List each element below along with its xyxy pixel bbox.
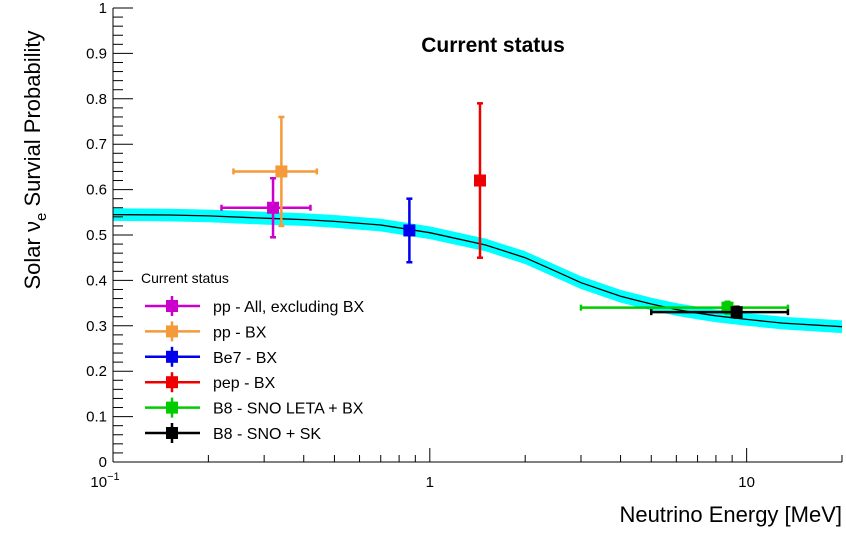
- x-tick-label-exponent: −1: [107, 471, 120, 483]
- svg-text:Solar νe Survial Probability: Solar νe Survial Probability: [20, 30, 50, 289]
- data-point: [579, 300, 790, 315]
- y-tick-label: 0.8: [86, 91, 107, 108]
- x-tick-label: 10−1: [90, 471, 119, 491]
- legend-marker: [166, 300, 178, 312]
- legend-marker: [166, 401, 178, 414]
- legend-entry: pp - All, excluding BX: [145, 296, 365, 316]
- legend-label: pep - BX: [213, 375, 276, 392]
- y-axis-label-subscript: e: [33, 213, 50, 221]
- data-point: [473, 102, 486, 259]
- legend-title: Current status: [141, 270, 229, 286]
- y-axis-label-rest: Survial Probability: [20, 30, 45, 212]
- point-marker: [275, 165, 288, 178]
- x-axis-label: Neutrino Energy [MeV]: [619, 502, 842, 527]
- y-tick-label: 1: [99, 0, 107, 17]
- oscillation-band: [113, 208, 842, 334]
- band-fill: [113, 208, 842, 334]
- y-tick-label: 0: [99, 454, 107, 471]
- y-tick-label: 0.3: [86, 318, 107, 335]
- legend-marker: [166, 325, 178, 338]
- legend-marker: [166, 350, 178, 363]
- y-tick-label: 0.5: [86, 227, 107, 244]
- point-marker: [730, 306, 743, 319]
- y-tick-label: 0.4: [86, 272, 107, 289]
- y-tick-label: 0.1: [86, 409, 107, 426]
- band-curve: [113, 213, 842, 328]
- x-tick-label-base: 10: [90, 474, 107, 491]
- point-marker: [473, 174, 486, 187]
- legend-marker: [166, 427, 178, 439]
- y-tick-label: 0.6: [86, 182, 107, 199]
- data-point: [232, 115, 319, 228]
- y-axis-label: Solar νe Survial Probability: [20, 30, 50, 289]
- legend-entry: pp - BX: [145, 321, 267, 342]
- legend-entry: B8 - SNO LETA + BX: [145, 397, 364, 418]
- legend-label: B8 - SNO + SK: [213, 426, 321, 443]
- y-tick-label: 0.2: [86, 363, 107, 380]
- legend-label: pp - BX: [213, 324, 267, 341]
- data-point: [220, 177, 312, 239]
- legend-entry: Be7 - BX: [145, 346, 277, 367]
- point-marker: [267, 201, 280, 214]
- y-tick-label: 0.9: [86, 45, 107, 62]
- y-tick-label: 0.7: [86, 136, 107, 153]
- legend-label: B8 - SNO LETA + BX: [213, 401, 364, 418]
- legend-label: Be7 - BX: [213, 350, 277, 367]
- legend-entry: B8 - SNO + SK: [145, 423, 321, 443]
- data-points: [220, 102, 790, 319]
- point-marker: [403, 224, 416, 237]
- data-point: [403, 197, 416, 264]
- legend: Current status pp - All, excluding BX pp …: [141, 270, 365, 443]
- data-point: [650, 305, 790, 319]
- legend-marker: [166, 376, 178, 389]
- y-axis-label-main: Solar ν: [20, 221, 45, 289]
- legend-entry: pep - BX: [145, 372, 276, 393]
- x-tick-label: 1: [426, 474, 434, 491]
- point-marker: [721, 301, 734, 314]
- x-tick-label: 10: [738, 474, 755, 491]
- legend-label: pp - All, excluding BX: [213, 299, 365, 316]
- chart-title: Current status: [421, 34, 565, 57]
